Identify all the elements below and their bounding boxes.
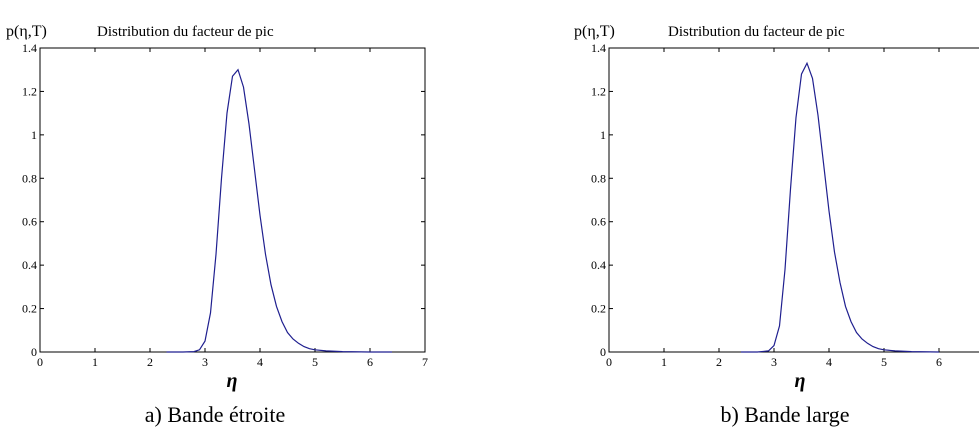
chart-a-y-tick-label: 0 <box>31 345 37 359</box>
chart-b-x-tick-label: 5 <box>881 355 887 369</box>
chart-a-x-tick-label: 7 <box>422 355 428 369</box>
chart-a-plot-frame <box>39 47 426 353</box>
chart-a-caption: a) Bande étroite <box>145 402 286 427</box>
chart-b: p(η,T) Distribution du facteur de pic 00… <box>574 23 979 427</box>
chart-b-plot-frame <box>608 47 979 353</box>
chart-a-x-tick-label: 6 <box>367 355 373 369</box>
chart-b-ylabel: p(η,T) <box>574 23 615 40</box>
chart-b-y-tick-label: 0.4 <box>591 258 606 272</box>
chart-a-x-tick-label: 4 <box>257 355 263 369</box>
chart-a-y-tick-label: 0.4 <box>22 258 37 272</box>
chart-b-title: Distribution du facteur de pic <box>668 24 845 40</box>
chart-a-series-line <box>166 68 392 353</box>
chart-b-x-tick-label: 1 <box>661 355 667 369</box>
chart-a-y-axis: 0 0.2 0.4 0.6 0.8 1 1.2 1.4 <box>22 41 425 359</box>
chart-a-y-tick-label: 0.2 <box>22 302 37 316</box>
chart-a: p(η,T) Distribution du facteur de pic 00… <box>6 23 428 427</box>
chart-b-y-tick-label: 1.4 <box>591 41 606 55</box>
chart-b-y-tick-label: 1.2 <box>591 84 606 98</box>
chart-b-series-line <box>741 61 940 353</box>
chart-a-xlabel: η <box>227 370 238 392</box>
chart-a-x-tick-label: 2 <box>147 355 153 369</box>
chart-b-x-tick-label: 2 <box>716 355 722 369</box>
chart-a-x-tick-label: 0 <box>37 355 43 369</box>
chart-b-y-tick-label: 1 <box>600 128 606 142</box>
chart-b-xlabel: η <box>795 370 806 392</box>
chart-a-y-tick-label: 0.8 <box>22 171 37 185</box>
chart-a-x-tick-label: 3 <box>202 355 208 369</box>
chart-b-caption: b) Bande large <box>720 402 849 427</box>
chart-b-y-tick-label: 0 <box>600 345 606 359</box>
chart-a-y-tick-label: 0.6 <box>22 215 37 229</box>
chart-b-x-tick-label: 6 <box>936 355 942 369</box>
chart-b-y-axis: 0 0.2 0.4 0.6 0.8 1 1.2 1.4 <box>591 41 613 359</box>
chart-a-y-tick-label: 1.2 <box>22 84 37 98</box>
chart-b-x-tick-label: 4 <box>826 355 832 369</box>
chart-b-y-tick-label: 0.2 <box>591 302 606 316</box>
chart-a-x-axis: 0 1 2 3 4 5 6 7 <box>37 48 428 369</box>
chart-b-x-tick-label: 0 <box>606 355 612 369</box>
chart-a-y-tick-label: 1.4 <box>22 41 37 55</box>
chart-b-y-tick-label: 0.8 <box>591 171 606 185</box>
chart-a-title: Distribution du facteur de pic <box>97 24 274 40</box>
chart-b-x-axis: 0 1 2 3 4 5 6 <box>606 48 942 369</box>
chart-b-y-tick-label: 0.6 <box>591 215 606 229</box>
chart-a-x-tick-label: 5 <box>312 355 318 369</box>
chart-a-y-tick-label: 1 <box>31 128 37 142</box>
chart-b-x-tick-label: 3 <box>771 355 777 369</box>
chart-a-ylabel: p(η,T) <box>6 23 47 40</box>
chart-a-x-tick-label: 1 <box>92 355 98 369</box>
